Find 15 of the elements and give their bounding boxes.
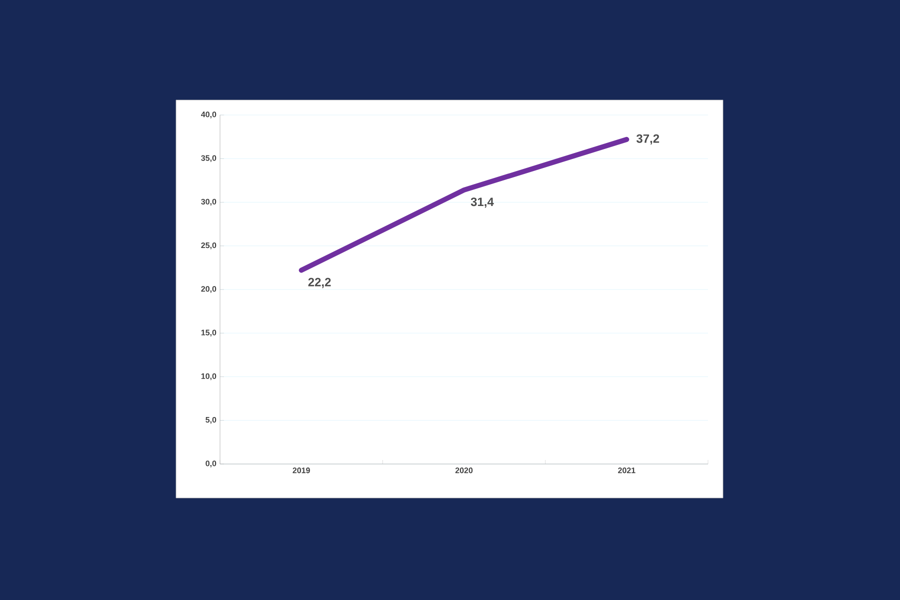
- y-tick-label: 35,0: [201, 155, 216, 162]
- x-tick-label: 2020: [455, 468, 473, 474]
- y-tick-label: 25,0: [201, 242, 216, 250]
- y-tick-label: 10,0: [201, 373, 216, 380]
- y-tick-label: 15,0: [201, 330, 216, 337]
- x-tick-label: 2021: [618, 468, 636, 474]
- y-tick-label: 5,0: [206, 416, 216, 424]
- x-tick-label: 2019: [292, 468, 310, 474]
- data-label: 22,2: [308, 278, 331, 288]
- y-tick-label: 0,0: [206, 460, 216, 468]
- data-label: 31,4: [470, 198, 494, 208]
- data-label: 37,2: [636, 134, 660, 145]
- y-tick-label: 40,0: [201, 112, 216, 118]
- y-tick-label: 30,0: [201, 198, 216, 206]
- y-tick-label: 20,0: [201, 286, 216, 293]
